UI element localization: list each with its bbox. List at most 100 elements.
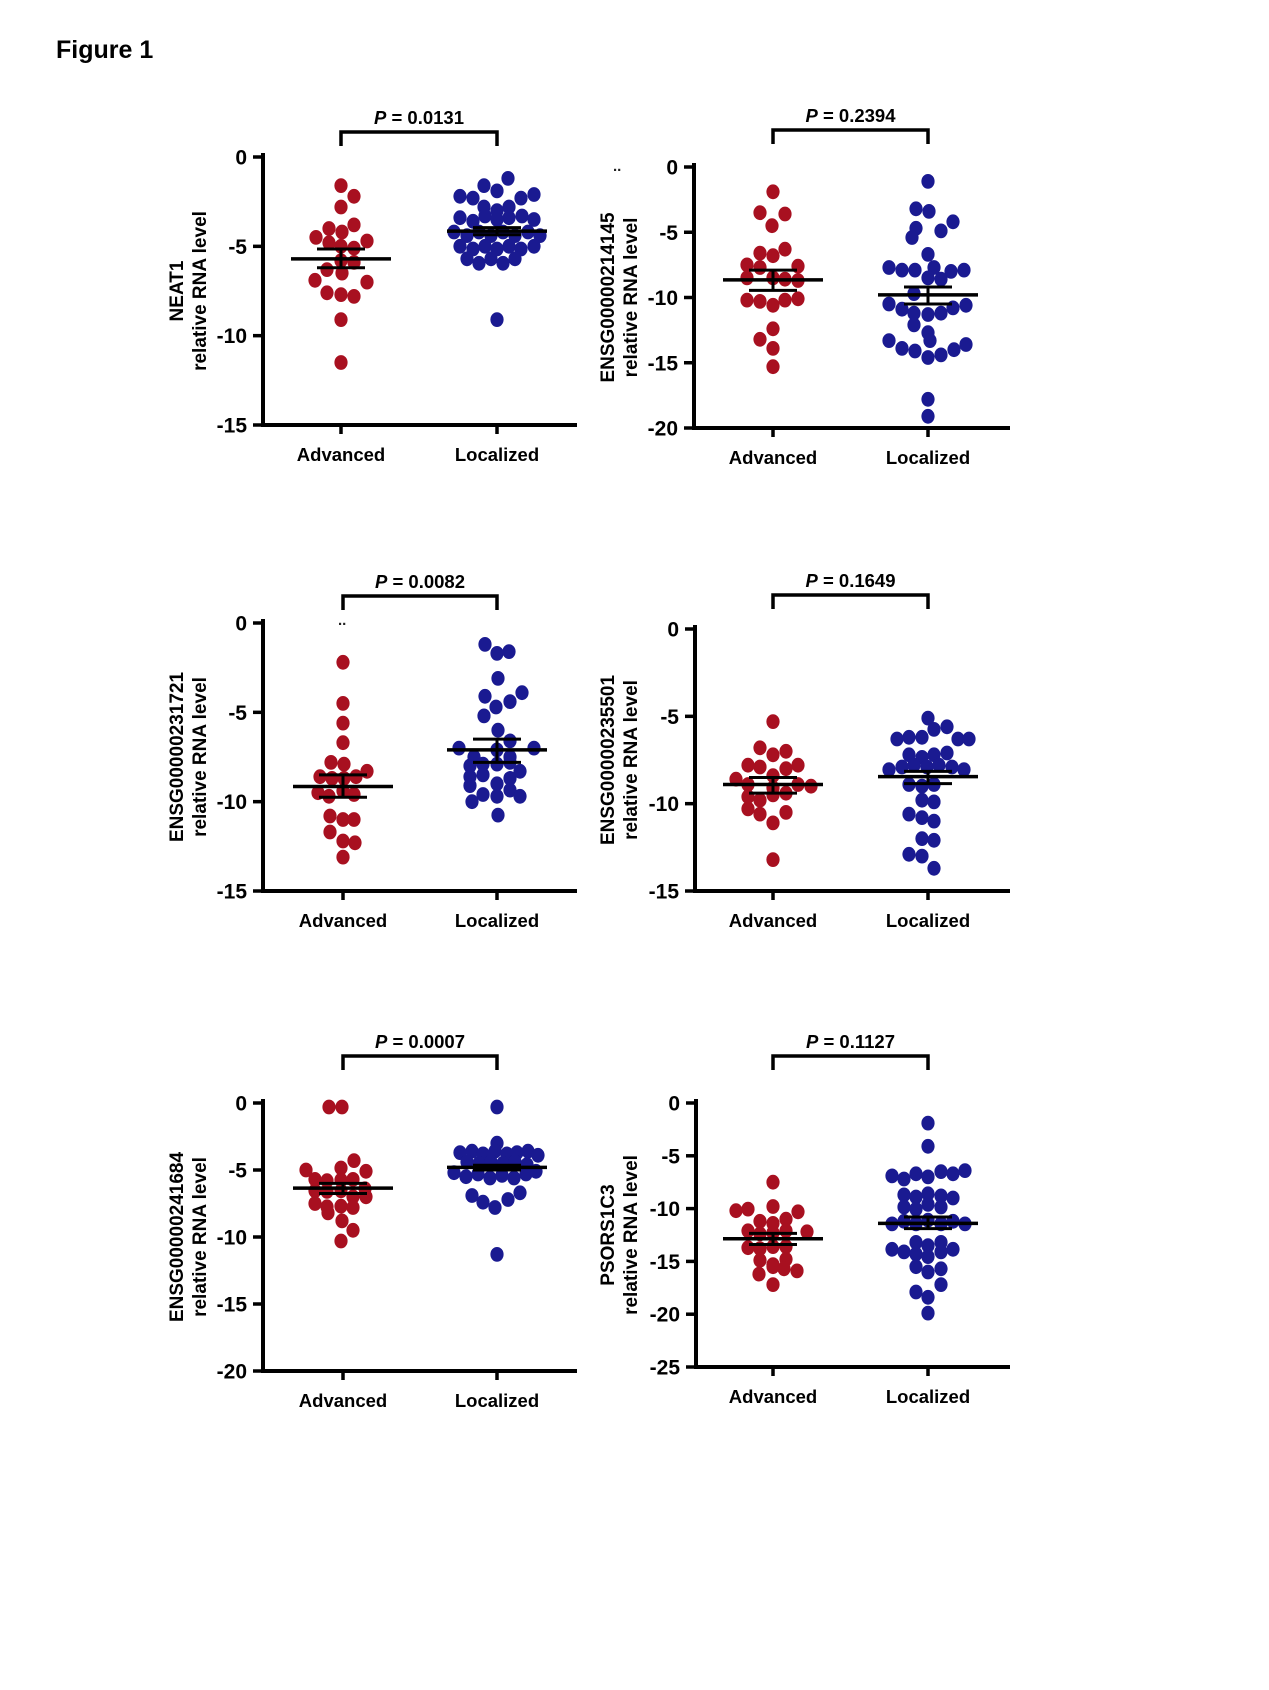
advanced-data-point	[741, 757, 755, 773]
advanced-data-point	[323, 824, 337, 840]
localized-data-point	[921, 247, 935, 262]
advanced-data-point	[320, 262, 334, 277]
advanced-data-point	[309, 230, 323, 245]
localized-data-point	[921, 1264, 935, 1280]
localized-data-point	[489, 699, 503, 715]
advanced-data-point	[346, 1222, 360, 1238]
advanced-data-point	[753, 1252, 767, 1268]
localized-data-point	[915, 810, 929, 825]
advanced-data-point	[334, 312, 348, 327]
advanced-data-point	[322, 221, 336, 236]
y-tick-label: -25	[650, 1357, 681, 1380]
advanced-mean-sem	[723, 775, 823, 795]
localized-data-point	[944, 264, 958, 279]
advanced-data-point	[766, 852, 780, 867]
advanced-data-point	[325, 771, 339, 786]
advanced-data-point	[335, 1213, 349, 1229]
localized-data-point	[947, 342, 961, 358]
plot-ensg00000241684: 0 -5 -10 -15 -20 Advanced Localized ENSG0000024…	[167, 1031, 577, 1411]
localized-data-point	[491, 671, 505, 686]
localized-data-point	[491, 722, 505, 738]
advanced-data-point	[323, 808, 337, 824]
y-tick-label: -15	[217, 415, 248, 438]
advanced-data-point	[753, 205, 767, 221]
advanced-data-point	[360, 233, 374, 249]
advanced-data-point	[766, 1199, 780, 1214]
localized-data-point	[921, 1138, 935, 1154]
localized-data-point	[958, 1163, 972, 1178]
advanced-data-point	[336, 735, 350, 751]
significance-bracket	[341, 594, 499, 610]
advanced-data-point	[765, 218, 779, 234]
localized-data-point	[882, 296, 896, 312]
y-tick-label: 0	[235, 147, 247, 170]
advanced-data-point	[334, 1160, 348, 1176]
advanced-data-point	[753, 759, 767, 775]
advanced-data-point	[753, 806, 767, 822]
advanced-data-point	[800, 1224, 814, 1240]
advanced-data-point	[753, 1213, 767, 1229]
localized-data-point	[466, 213, 480, 229]
localized-data-point	[502, 210, 516, 226]
significance-bracket	[771, 1054, 930, 1070]
y-tick-label: -5	[228, 702, 247, 725]
localized-data-point	[515, 685, 529, 701]
localized-data-point	[940, 719, 954, 735]
advanced-data-point	[347, 787, 361, 802]
y-axis-label: ENSG00000241684 relative RNA level	[167, 1152, 211, 1323]
p-value-label: P = 0.0131	[374, 107, 464, 128]
localized-data-point	[501, 1192, 515, 1207]
advanced-data-point	[791, 291, 805, 307]
advanced-data-point	[741, 1240, 755, 1256]
p-value-label: P = 0.1649	[805, 570, 895, 591]
localized-data-point	[934, 347, 948, 363]
localized-data-point	[959, 297, 973, 313]
category-label-advanced: Advanced	[299, 1390, 387, 1411]
localized-data-point	[922, 204, 936, 219]
p-value-label: P = 0.0007	[375, 1031, 465, 1052]
localized-data-point	[514, 190, 528, 206]
localized-points	[882, 710, 976, 876]
advanced-data-point	[766, 1174, 780, 1190]
advanced-data-point	[308, 1172, 322, 1187]
advanced-data-point	[359, 1189, 373, 1205]
localized-data-point	[897, 1244, 911, 1260]
localized-data-point	[909, 201, 923, 217]
advanced-data-point	[335, 1099, 349, 1115]
localized-data-point	[476, 756, 490, 772]
localized-data-point	[951, 731, 965, 747]
advanced-data-point	[336, 696, 350, 711]
y-axis-label: ENSG00000235501 relative RNA level	[598, 675, 642, 846]
advanced-data-point	[778, 292, 792, 308]
advanced-mean-sem	[293, 773, 393, 799]
localized-data-point	[902, 806, 916, 822]
localized-data-point	[915, 792, 929, 808]
localized-mean-sem	[878, 285, 978, 306]
advanced-data-point	[779, 743, 793, 759]
localized-data-point	[927, 813, 941, 829]
localized-data-point	[934, 223, 948, 239]
advanced-data-point	[322, 235, 336, 251]
y-tick-label: 0	[235, 1093, 247, 1116]
advanced-data-point	[766, 341, 780, 356]
localized-data-point	[882, 260, 896, 275]
localized-data-point	[959, 337, 973, 352]
advanced-data-point	[766, 321, 780, 337]
advanced-data-point	[779, 1223, 793, 1239]
advanced-data-point	[753, 331, 767, 347]
localized-data-point	[921, 1186, 935, 1202]
advanced-data-point	[791, 1204, 805, 1220]
localized-data-point	[962, 731, 976, 747]
y-tick-label: -5	[661, 1145, 680, 1168]
advanced-data-point	[741, 1201, 755, 1217]
localized-data-point	[488, 1200, 502, 1215]
significance-bracket	[341, 1054, 499, 1070]
localized-data-point	[946, 1241, 960, 1257]
localized-data-point	[923, 333, 937, 348]
localized-data-point	[957, 762, 971, 777]
advanced-data-point	[334, 199, 348, 215]
figure-title: Figure 1	[56, 36, 154, 64]
localized-data-point	[909, 1201, 923, 1217]
y-tick-label: -15	[648, 352, 679, 375]
